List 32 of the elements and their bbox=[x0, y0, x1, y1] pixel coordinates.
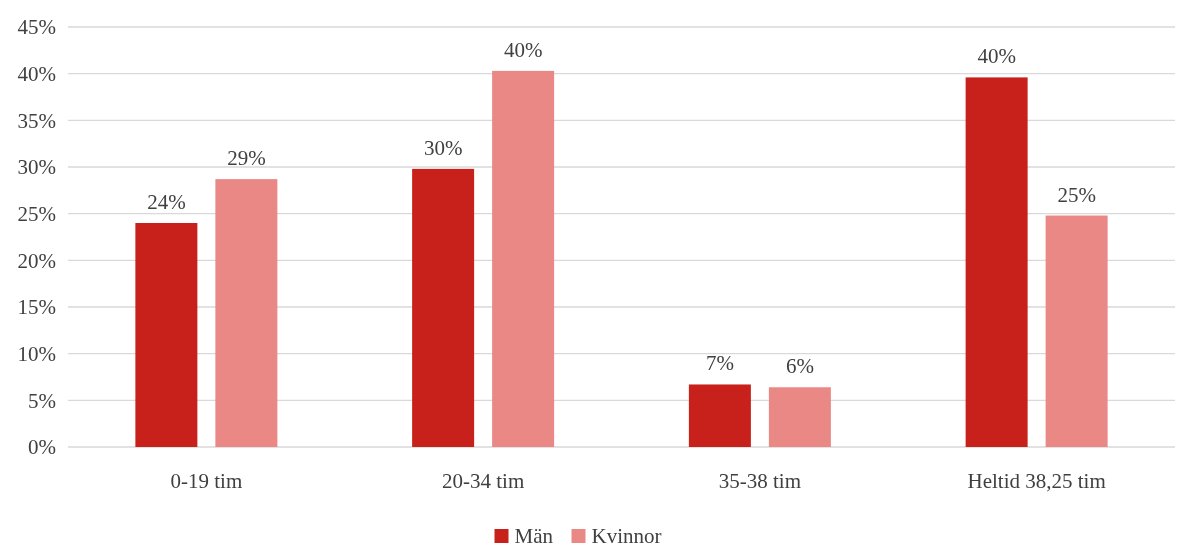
y-tick-label: 40% bbox=[17, 62, 56, 87]
data-label: 7% bbox=[705, 351, 734, 376]
data-label: 6% bbox=[785, 354, 814, 379]
y-tick-label: 30% bbox=[17, 155, 56, 180]
bar bbox=[688, 384, 751, 447]
data-label: 40% bbox=[977, 44, 1016, 69]
y-tick-label: 15% bbox=[17, 295, 56, 320]
bar bbox=[965, 77, 1028, 447]
bar bbox=[768, 387, 831, 447]
legend-label: Män bbox=[514, 524, 554, 545]
y-tick-label: 45% bbox=[17, 15, 56, 40]
y-tick-label: 10% bbox=[17, 342, 56, 367]
data-label: 29% bbox=[227, 146, 266, 171]
x-tick-label: 35-38 tim bbox=[718, 469, 801, 493]
bar bbox=[412, 168, 475, 447]
bar bbox=[1045, 215, 1108, 447]
x-tick-label: Heltid 38,25 tim bbox=[967, 469, 1106, 493]
legend-label: Kvinnor bbox=[591, 524, 662, 545]
y-tick-label: 0% bbox=[28, 435, 56, 460]
y-tick-label: 5% bbox=[28, 388, 56, 413]
y-tick-label: 35% bbox=[17, 108, 56, 133]
bar bbox=[135, 223, 198, 447]
data-label: 24% bbox=[147, 190, 186, 214]
x-tick-label: 0-19 tim bbox=[170, 469, 243, 493]
data-label: 30% bbox=[423, 135, 463, 160]
y-tick-label: 25% bbox=[17, 202, 56, 227]
bar bbox=[492, 70, 555, 447]
x-tick-label: 20-34 tim bbox=[442, 469, 525, 493]
data-label: 40% bbox=[503, 37, 543, 62]
bar bbox=[215, 179, 278, 447]
y-tick-label: 20% bbox=[17, 248, 56, 273]
data-label: 25% bbox=[1057, 182, 1096, 207]
